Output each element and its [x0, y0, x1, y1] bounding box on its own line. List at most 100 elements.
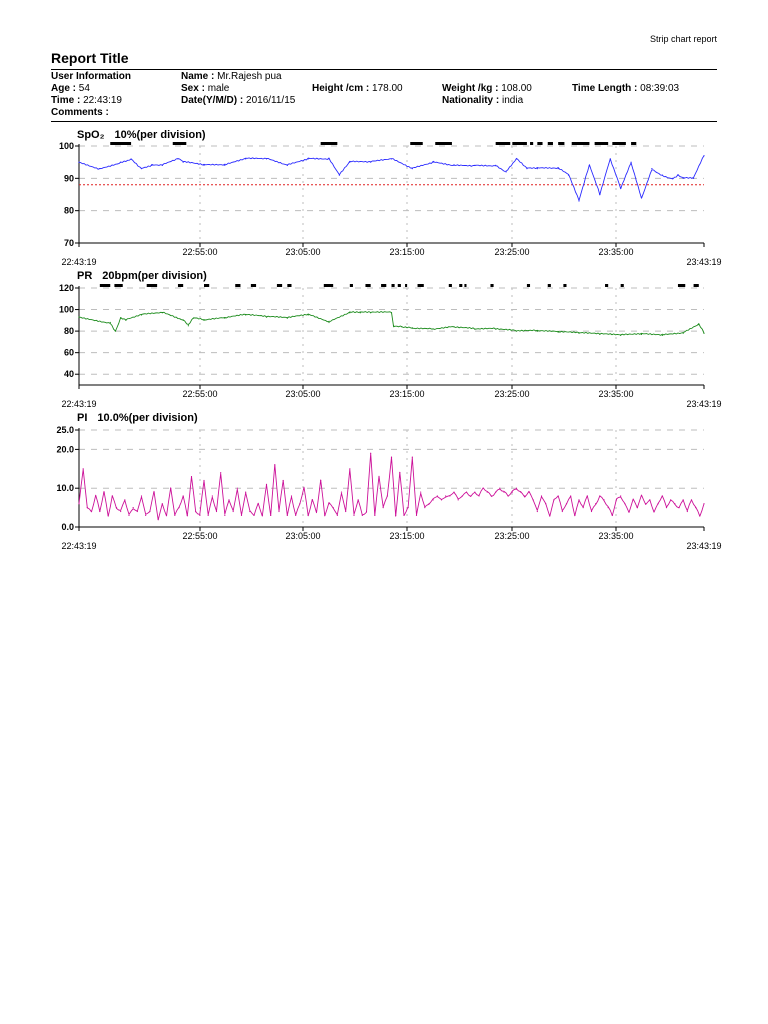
report-title: Report Title	[51, 50, 129, 66]
pi-data-point	[186, 514, 188, 516]
x-tick-label: 22:43:19	[61, 541, 96, 551]
pi-data-point	[240, 514, 243, 516]
pi-data-point	[703, 503, 705, 505]
spo2-data-point	[474, 164, 476, 166]
pi-data-point	[586, 495, 588, 497]
pi-data-point	[574, 514, 576, 516]
y-tick-label: 20.0	[56, 444, 74, 454]
pi-data-point	[515, 487, 518, 489]
spo2-data-point	[286, 164, 288, 166]
pi-data-point	[636, 507, 638, 509]
pi-data-point	[178, 507, 180, 509]
pr-data-point	[125, 319, 127, 321]
event-marker	[349, 284, 353, 287]
pi-data-point	[390, 456, 393, 458]
x-tick-label: 23:25:00	[494, 247, 529, 257]
pi-data-point	[474, 491, 476, 493]
spo2-data-point	[349, 161, 351, 163]
pr-data-point	[474, 328, 476, 330]
pi-data-point	[499, 487, 501, 489]
event-marker	[381, 284, 387, 287]
pi-data-point	[311, 499, 313, 501]
nationality-field: Nationality : india	[442, 95, 524, 106]
date-field: Date(Y/M/D) : 2016/11/15	[181, 95, 296, 106]
pr-data-point	[114, 330, 117, 332]
event-marker	[323, 284, 334, 287]
height-field: Height /cm : 178.00	[312, 83, 403, 94]
pi-data-point	[620, 495, 622, 497]
spo2-data-point	[245, 158, 247, 160]
event-marker	[365, 284, 371, 287]
pr-series-line	[78, 311, 705, 336]
y-tick-label: 10.0	[56, 483, 74, 493]
pi-data-point	[403, 514, 405, 516]
spo2-data-point	[177, 158, 179, 160]
pi-data-point	[224, 514, 226, 516]
pi-data-point	[582, 507, 584, 509]
pi-data-point	[415, 514, 418, 516]
spo2-data-point	[651, 168, 653, 170]
pi-data-point	[332, 507, 334, 509]
pi-data-point	[615, 499, 618, 501]
pi-data-point	[307, 514, 309, 516]
strip-chart-report-label: Strip chart report	[650, 34, 718, 44]
pr-scale-label: 20bpm(per division)	[102, 270, 207, 282]
pi-strip-chart: 25.0 20.0 10.0 0.0 22:43:19 22:55:00 23:05:00 2…	[56, 425, 721, 551]
age-value: 54	[78, 83, 90, 94]
spo2-data-point	[661, 174, 663, 176]
pi-data-point	[490, 495, 493, 497]
spo2-data-point	[630, 161, 632, 163]
spo2-strip-chart: 100 90 80 70 22:43:19 22:55:00 23:05:00 23:15:0…	[59, 141, 722, 267]
pi-data-point	[336, 514, 338, 516]
event-marker	[172, 142, 187, 145]
pr-data-point	[557, 331, 559, 333]
pi-series-line	[78, 453, 705, 521]
event-marker	[417, 284, 424, 287]
time-length-field: Time Length : 08:39:03	[572, 83, 680, 94]
x-tick-label: 22:43:19	[61, 399, 96, 409]
pi-data-point	[486, 491, 488, 493]
spo2-data-point	[620, 187, 622, 189]
pi-data-point	[120, 510, 122, 513]
pi-data-point	[399, 472, 401, 474]
pi-data-point	[624, 503, 626, 505]
pi-data-point	[432, 499, 434, 501]
pr-data-point	[578, 332, 580, 334]
spo2-data-point	[224, 164, 226, 166]
pi-data-point	[420, 491, 422, 493]
pi-data-point	[407, 507, 409, 509]
time-field: Time : 22:43:19	[51, 95, 122, 106]
event-marker	[276, 284, 283, 287]
event-marker	[177, 284, 184, 287]
pi-data-point	[670, 499, 672, 501]
event-marker	[146, 284, 158, 287]
spo2-data-point	[703, 155, 705, 157]
pr-data-point	[109, 321, 111, 324]
spo2-data-point	[203, 164, 205, 166]
spo2-data-point	[672, 177, 674, 179]
event-marker	[287, 284, 292, 287]
spo2-data-point	[588, 164, 591, 166]
event-marker	[547, 142, 553, 145]
pi-data-point	[99, 510, 101, 513]
event-marker	[448, 284, 452, 287]
y-tick-label: 80	[64, 206, 74, 216]
x-tick-label: 23:35:00	[598, 247, 633, 257]
pi-data-point	[245, 491, 247, 493]
x-tick-label: 23:35:00	[598, 389, 633, 399]
pi-data-point	[86, 507, 88, 509]
pr-data-point	[78, 316, 80, 318]
pi-data-point	[290, 495, 293, 497]
pi-panel-title: PI 10.0%(per division)	[77, 412, 198, 424]
pi-data-point	[215, 510, 218, 513]
event-marker	[320, 142, 338, 145]
pi-data-point	[315, 510, 318, 513]
x-tick-label: 23:25:00	[494, 531, 529, 541]
pi-data-point	[145, 514, 147, 516]
pi-data-point	[424, 507, 426, 509]
pi-data-point	[699, 514, 701, 516]
event-marker	[530, 142, 534, 145]
pi-data-point	[661, 495, 663, 497]
spo2-data-point	[526, 168, 528, 170]
spo2-data-point	[677, 174, 679, 176]
